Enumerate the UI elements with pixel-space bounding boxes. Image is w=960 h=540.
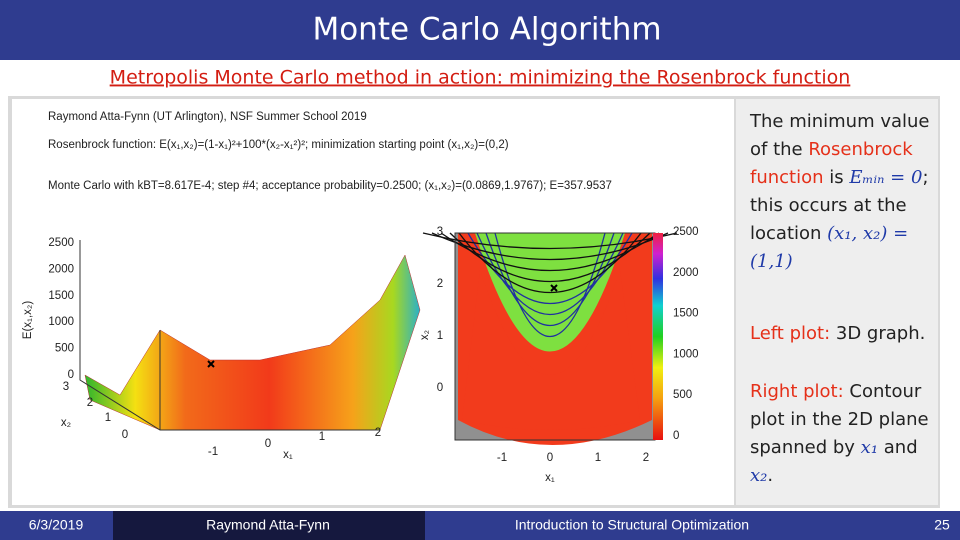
colorbar-tick-label: 500 bbox=[673, 389, 692, 401]
title: Monte Carlo Algorithm bbox=[312, 12, 661, 48]
contour-red-core bbox=[462, 270, 640, 430]
colorbar bbox=[653, 233, 663, 440]
x2-tick-label: 1 bbox=[105, 412, 111, 424]
y-tick-label: 0 bbox=[437, 382, 443, 394]
paragraph: Left plot: 3D graph. bbox=[750, 320, 940, 348]
page-number: 25 bbox=[934, 517, 950, 533]
colorbar-tick-label: 2000 bbox=[673, 267, 699, 279]
math: x₁ bbox=[860, 437, 879, 458]
x1-axis-label: x₁ bbox=[283, 449, 293, 461]
paragraph: Right plot: Contour plot in the 2D plane… bbox=[750, 378, 940, 490]
text: Contour plot in the 2D plane spanned by bbox=[750, 381, 929, 458]
text: . bbox=[767, 465, 774, 486]
side-text: The minimum value of the Rosenbrock func… bbox=[750, 108, 940, 520]
x2-tick-label: 0 bbox=[122, 429, 128, 441]
footer-date: 6/3/2019 bbox=[29, 517, 84, 533]
footer-author: Raymond Atta-Fynn bbox=[206, 517, 330, 533]
z-tick-label: 2000 bbox=[48, 263, 74, 275]
x-tick-label: 1 bbox=[595, 452, 601, 464]
axes-3d bbox=[79, 240, 380, 431]
math: x₂ bbox=[750, 465, 768, 486]
colorbar-tick-label: 1000 bbox=[673, 348, 699, 360]
text: ; this occurs at the location bbox=[750, 167, 929, 244]
contour-line bbox=[494, 232, 606, 338]
figure-caption: Monte Carlo with kBT=8.617E-4; step #4; … bbox=[48, 180, 612, 192]
contour-line bbox=[467, 232, 633, 304]
highlight: Right plot: bbox=[750, 381, 844, 402]
text: is bbox=[823, 167, 850, 188]
footer-course: Introduction to Structural Optimization bbox=[515, 517, 749, 533]
z-tick-label: 2500 bbox=[48, 237, 74, 249]
y-tick-label: 3 bbox=[437, 226, 443, 238]
x-axis-label: x₁ bbox=[545, 472, 555, 484]
footer-date-bg bbox=[0, 511, 113, 540]
contour-line bbox=[485, 232, 615, 327]
x-tick-label: 0 bbox=[547, 452, 553, 464]
math: Eₘᵢₙ = 0 bbox=[849, 167, 923, 188]
x2-axis-label: x₂ bbox=[61, 417, 71, 429]
x1-tick-label: -1 bbox=[208, 446, 218, 458]
figure-caption: Raymond Atta-Fynn (UT Arlington), NSF Su… bbox=[48, 111, 367, 123]
highlight: Left plot: bbox=[750, 323, 831, 344]
text: The minimum value of the bbox=[750, 111, 930, 160]
current-point bbox=[550, 284, 558, 292]
x1-tick-label: 1 bbox=[319, 431, 325, 443]
z-tick-label: 1500 bbox=[48, 290, 74, 302]
y-axis-label: x₂ bbox=[419, 330, 431, 340]
x-tick-label: 2 bbox=[643, 452, 649, 464]
x2-tick-label: 2 bbox=[87, 397, 93, 409]
header-bar bbox=[0, 0, 960, 60]
footer-author-bg bbox=[113, 511, 425, 540]
figure-caption: Rosenbrock function: E(x₁,x₂)=(1-x₁)²+10… bbox=[48, 139, 509, 151]
y-tick-label: 1 bbox=[437, 330, 443, 342]
z-axis-label: E(x₁,x₂) bbox=[22, 301, 34, 340]
x1-tick-label: 0 bbox=[265, 438, 271, 450]
x2-tick-label: 3 bbox=[63, 381, 69, 393]
contour-line bbox=[440, 232, 660, 272]
colorbar-tick-label: 2500 bbox=[673, 226, 699, 238]
y-tick-label: 2 bbox=[437, 278, 443, 290]
text: 3D graph. bbox=[830, 323, 926, 344]
z-tick-label: 500 bbox=[55, 343, 74, 355]
subtitle: Metropolis Monte Carlo method in action:… bbox=[110, 67, 851, 89]
math: (x₁, x₂) = (1,1) bbox=[750, 223, 909, 272]
contour-line bbox=[431, 232, 669, 261]
footer-course-bg bbox=[425, 511, 960, 540]
contour-line bbox=[449, 232, 651, 283]
colorbar-tick-label: 1500 bbox=[673, 308, 699, 320]
z-tick-label: 1000 bbox=[48, 316, 74, 328]
side-panel bbox=[736, 99, 938, 505]
current-point bbox=[207, 360, 215, 368]
x-tick-label: -1 bbox=[497, 452, 507, 464]
text: and bbox=[878, 437, 918, 458]
z-tick-label: 0 bbox=[68, 369, 74, 381]
paragraph: The minimum value of the Rosenbrock func… bbox=[750, 108, 940, 276]
contour-line bbox=[476, 232, 624, 315]
colorbar-tick-label: 0 bbox=[673, 430, 679, 442]
highlight: Rosenbrock function bbox=[750, 139, 913, 188]
x1-tick-label: 2 bbox=[375, 427, 381, 439]
